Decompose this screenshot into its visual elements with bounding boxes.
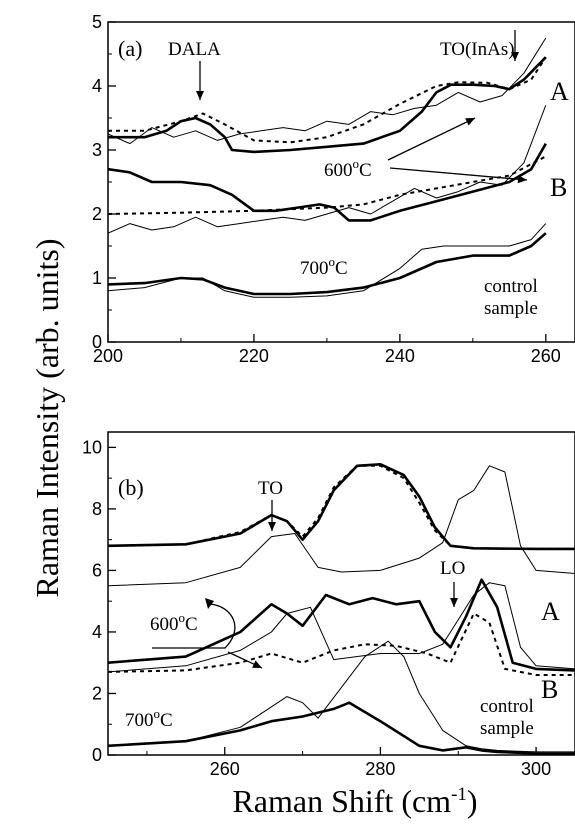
panel-b-lo-label: LO bbox=[440, 558, 465, 579]
panel-b-xtick-label-1: 280 bbox=[365, 759, 395, 779]
panel-b-series-8-thin-line bbox=[108, 640, 575, 753]
panel-a-control-2: sample bbox=[484, 298, 538, 319]
panel-b-temp-600-value: 600 bbox=[150, 614, 179, 635]
x-axis-label-prefix: Raman Shift (cm bbox=[232, 783, 451, 819]
panel-a-xtick-label-2: 240 bbox=[385, 346, 415, 366]
x-axis-label-exponent: -1 bbox=[451, 784, 467, 805]
panel-b-ytick-label-1: 2 bbox=[92, 683, 102, 703]
panel-b-series-4-thick-line bbox=[108, 578, 575, 672]
panel-a-tag: (a) bbox=[118, 36, 142, 61]
panel-b-600-arrow-2-head bbox=[252, 660, 262, 668]
panel-b-ytick-label-3: 6 bbox=[92, 560, 102, 580]
panel-a-ytick-label-3: 3 bbox=[92, 140, 102, 160]
panel-a-dala-arrow-head bbox=[196, 91, 204, 100]
x-axis-label: Raman Shift (cm-1) bbox=[232, 783, 477, 819]
panel-b-ytick-label-2: 4 bbox=[92, 622, 102, 642]
panel-a-ytick-label-4: 4 bbox=[92, 76, 102, 96]
panel-a-to-label: TO(InAs) bbox=[440, 39, 515, 60]
panel-b-series-1-thick-line bbox=[108, 463, 575, 551]
panel-b-600-curve-head bbox=[205, 598, 214, 609]
panel-b-lo-arrow-head bbox=[450, 598, 458, 607]
panel-a-ytick-label-2: 2 bbox=[92, 204, 102, 224]
panel-a-series-4-thick-line bbox=[108, 142, 547, 222]
panel-b-plot-frame bbox=[107, 431, 575, 756]
x-axis-label-suffix: ) bbox=[467, 783, 478, 819]
panel-b-temp-600-degree: o bbox=[179, 610, 186, 625]
panel-b-series-a-label: A bbox=[541, 597, 560, 626]
panel-a-series-b-label: B bbox=[550, 173, 567, 202]
panel-b-temp-600: 600oC bbox=[150, 610, 198, 635]
panel-a-ytick-label-5: 5 bbox=[92, 12, 102, 32]
panel-a-600-arrow-2-shaft bbox=[389, 167, 528, 181]
panel-b-series-6-thin-line bbox=[108, 582, 575, 673]
panel-b-xtick-label-2: 300 bbox=[521, 759, 551, 779]
panel-a-temp-600-degree: o bbox=[353, 156, 360, 171]
panel-a-dala-label: DALA bbox=[168, 39, 221, 60]
panel-b-to-arrow-head bbox=[268, 522, 276, 531]
panel-b-series-2-dashed-line bbox=[108, 464, 575, 550]
panel-a-control-1: control bbox=[484, 276, 538, 297]
panel-b-tag: (b) bbox=[118, 475, 144, 500]
panel-a-temp-700: 700oC bbox=[300, 254, 348, 279]
panel-a-series-2-dashed-line bbox=[108, 56, 547, 144]
panel-a-series-1-thick-line bbox=[108, 56, 547, 154]
panel-b-control-1: control bbox=[480, 696, 534, 717]
panel-a-temp-700-value: 700 bbox=[300, 258, 329, 279]
panel-a-600-arrow-2-head bbox=[517, 175, 527, 184]
panel-a-temp-700-degree: o bbox=[329, 254, 336, 269]
panel-a-series-group bbox=[108, 37, 547, 298]
panel-a-temp-700-unit: C bbox=[335, 258, 348, 279]
panel-b-series-3-thin-line bbox=[108, 465, 575, 587]
panel-a-xtick-label-1: 220 bbox=[239, 346, 269, 366]
panel-a-series-8-thin-line bbox=[108, 223, 547, 298]
panel-a-xtick-label-0: 200 bbox=[93, 346, 123, 366]
panel-b-ytick-label-0: 0 bbox=[92, 745, 102, 765]
panel-b-series-group bbox=[108, 463, 575, 755]
panel-b-series-b-label: B bbox=[541, 675, 558, 704]
panel-a-ytick-label-0: 0 bbox=[92, 332, 102, 352]
panel-b-temp-700-unit: C bbox=[160, 710, 173, 731]
panel-a-series-a-label: A bbox=[550, 77, 569, 106]
panel-a-temp-600-value: 600 bbox=[324, 160, 353, 181]
panel-b-temp-700-value: 700 bbox=[125, 710, 154, 731]
panel-b-temp-700: 700oC bbox=[125, 706, 173, 731]
panel-b-temp-700-degree: o bbox=[154, 706, 161, 721]
panel-a-600-arrow-1-shaft bbox=[387, 117, 476, 161]
panel-b-temp-600-unit: C bbox=[185, 614, 198, 635]
panel-b-600-curve bbox=[152, 603, 236, 649]
panel-a-series-3-thin-line bbox=[108, 37, 547, 145]
panel-b-to-label: TO bbox=[258, 478, 283, 499]
panel-a-series-6-thin-line bbox=[108, 105, 547, 234]
panel-a-temp-600: 600oC bbox=[324, 156, 372, 181]
panel-b-ytick-label-5: 10 bbox=[82, 437, 102, 457]
y-axis-label: Raman Intensity (arb. units) bbox=[29, 238, 65, 597]
panel-b-control-2: sample bbox=[480, 718, 534, 739]
panel-b-series-7-thick-line bbox=[108, 701, 575, 755]
panel-a-to-arrow-head bbox=[511, 52, 519, 61]
panel-b-series-5-dashed-line bbox=[108, 612, 575, 676]
panel-a-600-arrow-1-head bbox=[465, 118, 475, 126]
panel-a-xtick-label-3: 260 bbox=[531, 346, 561, 366]
panel-a-ytick-label-1: 1 bbox=[92, 268, 102, 288]
panel-b-ytick-label-4: 8 bbox=[92, 499, 102, 519]
panel-a-temp-600-unit: C bbox=[359, 160, 372, 181]
panel-a-series-5-dashed-line bbox=[108, 155, 547, 215]
panel-b-xtick-label-0: 260 bbox=[210, 759, 240, 779]
